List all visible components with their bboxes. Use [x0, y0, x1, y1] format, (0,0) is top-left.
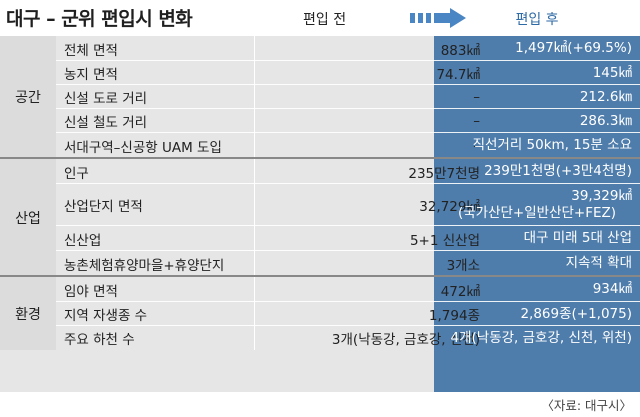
value-after-line: 286.3㎞: [579, 112, 632, 129]
table-row: 농지 면적 74.7㎢ 145㎢: [56, 61, 640, 85]
column-header-before: 편입 전: [303, 12, 347, 28]
value-before: 5+1 신산업: [409, 232, 480, 249]
table-row: 농촌체험휴양마을+휴양단지 3개소 지속적 확대: [56, 251, 640, 276]
table-row: 주요 하천 수 3개(낙동강, 금호강, 신천) 4개(낙동강, 금호강, 신천, …: [56, 326, 640, 350]
row-label: 주요 하천 수: [64, 332, 135, 348]
value-after: 4개(낙동강, 금호강, 신천, 위천): [434, 326, 640, 350]
value-after-line: 지속적 확대: [565, 255, 632, 272]
table-row: 서대구역–신공항 UAM 도입 – 직선거리 50km, 15분 소요: [56, 133, 640, 158]
value-after-line: 39,329㎢: [571, 188, 632, 205]
value-after-line: 2,869종(+1,075): [520, 305, 632, 322]
value-after: 212.6㎞: [434, 85, 640, 109]
row-divider: [56, 225, 640, 226]
value-after: 대구 미래 5대 산업: [434, 226, 640, 251]
value-after: 1,497㎢(+69.5%): [434, 36, 640, 61]
table-row: 신산업 5+1 신산업 대구 미래 5대 산업: [56, 226, 640, 251]
value-after-line: 212.6㎞: [579, 88, 632, 105]
after-column-background: [434, 36, 640, 392]
group-label: 산업: [0, 159, 56, 276]
row-label: 서대구역–신공항 UAM 도입: [64, 139, 222, 156]
row-divider: [56, 183, 640, 184]
table-row: 신설 도로 거리 – 212.6㎞: [56, 85, 640, 109]
row-label: 농지 면적: [64, 67, 118, 83]
value-before: –: [473, 113, 480, 129]
value-before: –: [473, 89, 480, 105]
group-divider: [0, 157, 640, 159]
row-label: 산업단지 면적: [64, 199, 143, 215]
table-row: 신설 철도 거리 – 286.3㎞: [56, 109, 640, 133]
row-divider: [56, 108, 640, 109]
value-after: 286.3㎞: [434, 109, 640, 133]
page-title: 대구 – 군위 편입시 변화: [6, 8, 193, 30]
column-divider: [254, 277, 255, 350]
row-label: 인구: [64, 165, 89, 182]
value-after: 145㎢: [434, 61, 640, 85]
table-row: 지역 자생종 수 1,794종 2,869종(+1,075): [56, 302, 640, 326]
value-after-line: 4개(낙동강, 금호강, 신천, 위천): [450, 329, 633, 346]
row-divider: [56, 250, 640, 251]
value-after-line: 대구 미래 5대 산업: [523, 230, 632, 247]
column-divider: [254, 36, 255, 158]
table-row: 전체 면적 883㎢ 1,497㎢(+69.5%): [56, 36, 640, 61]
value-after-line: (국가산단+일반산단+FEZ): [457, 205, 617, 221]
row-divider: [56, 84, 640, 85]
row-label: 지역 자생종 수: [64, 308, 148, 324]
value-before: 235만7천명: [408, 165, 480, 182]
table-row: 임야 면적 472㎢ 934㎢: [56, 277, 640, 302]
value-after-line: 1,497㎢(+69.5%): [515, 40, 632, 57]
value-before: 883㎢: [440, 42, 480, 59]
value-after-line: 145㎢: [592, 64, 632, 81]
row-label: 신산업: [64, 232, 102, 249]
row-label: 전체 면적: [64, 42, 118, 59]
table-row: 인구 235만7천명 239만1천명(+3만4천명): [56, 159, 640, 184]
value-after-line: 934㎢: [592, 281, 632, 298]
value-after-line: 239만1천명(+3만4천명): [484, 163, 632, 180]
source-note: 〈자료: 대구시〉: [541, 398, 632, 413]
column-header-after: 편입 후: [515, 12, 559, 28]
row-divider: [56, 301, 640, 302]
value-after: 2,869종(+1,075): [434, 302, 640, 326]
comparison-table: 전체 면적 883㎢ 1,497㎢(+69.5%) 농지 면적 74.7㎢ 145㎢ 신설 …: [0, 36, 640, 392]
value-before: 3개소: [446, 257, 480, 274]
row-label: 신설 철도 거리: [64, 115, 148, 131]
value-after: 39,329㎢ (국가산단+일반산단+FEZ): [434, 184, 640, 226]
value-after-line: 직선거리 50km, 15분 소요: [472, 137, 632, 154]
row-label: 신설 도로 거리: [64, 91, 148, 107]
group-divider: [0, 275, 640, 277]
value-before: –: [473, 137, 480, 154]
value-before: 472㎢: [440, 283, 480, 300]
group-label: 환경: [0, 277, 56, 350]
row-divider: [56, 325, 640, 326]
value-after: 지속적 확대: [434, 251, 640, 276]
table-row: 산업단지 면적 32,729㎢ 39,329㎢ (국가산단+일반산단+FEZ): [56, 184, 640, 226]
row-label: 농촌체험휴양마을+휴양단지: [64, 257, 225, 274]
group-label: 공간: [0, 36, 56, 158]
row-divider: [56, 60, 640, 61]
row-label: 임야 면적: [64, 283, 118, 300]
value-before: 3개(낙동강, 금호강, 신천): [331, 332, 480, 348]
row-divider: [56, 132, 640, 133]
value-after: 934㎢: [434, 277, 640, 302]
value-before: 32,729㎢: [419, 199, 480, 215]
value-before: 74.7㎢: [436, 67, 480, 83]
value-after: 직선거리 50km, 15분 소요: [434, 133, 640, 158]
arrow-right-icon: [410, 8, 472, 28]
value-after: 239만1천명(+3만4천명): [434, 159, 640, 184]
column-divider: [254, 159, 255, 276]
value-before: 1,794종: [428, 308, 480, 324]
